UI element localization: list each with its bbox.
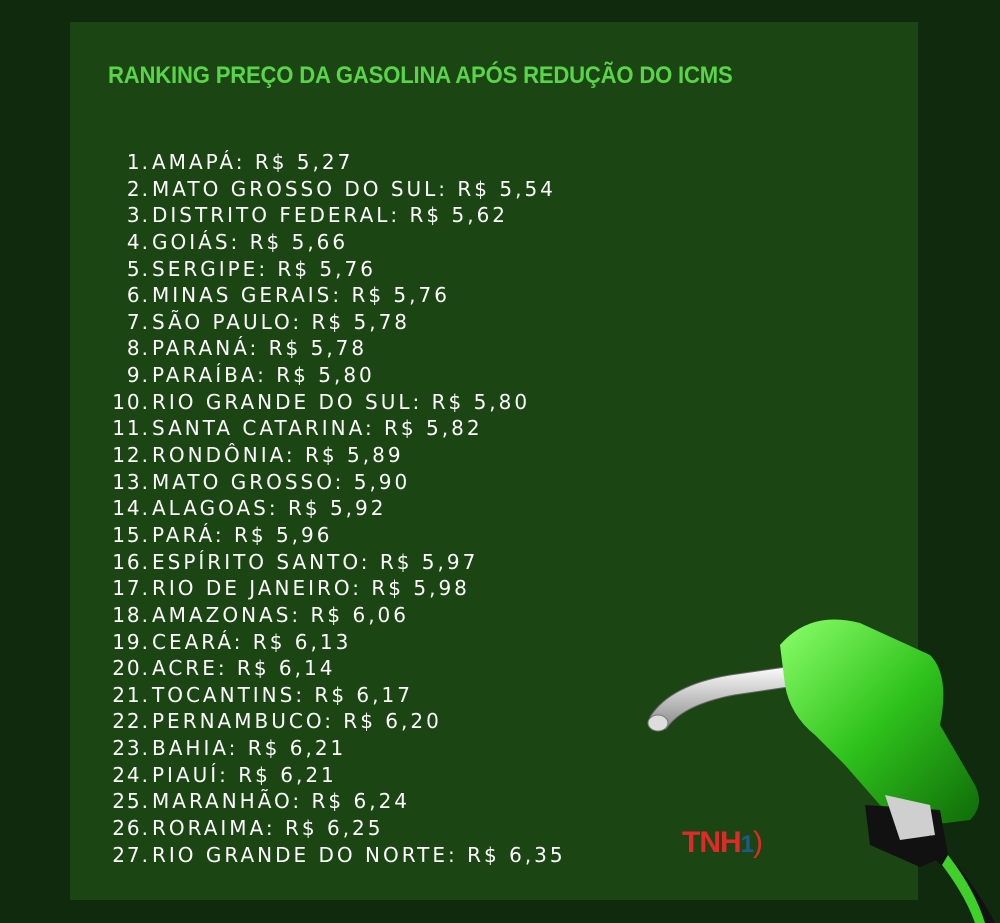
state-price: PARÁ: R$ 5,96 (152, 522, 333, 547)
ranking-item: 18. AMAZONAS: R$ 6,06 (100, 602, 566, 629)
rank-number: 6. (126, 283, 150, 308)
rank-number: 16. (112, 549, 150, 574)
state-price: CEARÁ: R$ 6,13 (152, 629, 352, 654)
ranking-item: 1. AMAPÁ: R$ 5,27 (100, 149, 566, 176)
state-price: RIO GRANDE DO SUL: R$ 5,80 (152, 389, 531, 414)
rank-number: 4. (126, 229, 150, 254)
ranking-item: 4. GOIÁS: R$ 5,66 (100, 229, 566, 256)
rank-number: 23. (112, 736, 150, 761)
rank-number: 18. (112, 602, 150, 627)
state-price: AMAZONAS: R$ 6,06 (152, 602, 410, 627)
rank-number: 10. (112, 389, 150, 414)
ranking-list: 1. AMAPÁ: R$ 5,27 2. MATO GROSSO DO SUL: R$… (100, 149, 566, 868)
rank-number: 22. (112, 709, 150, 734)
state-price: AMAPÁ: R$ 5,27 (152, 150, 354, 174)
logo-arc: ) (753, 826, 763, 859)
state-price: SANTA CATARINA: R$ 5,82 (152, 416, 483, 441)
state-price: RONDÔNIA: R$ 5,89 (152, 443, 404, 468)
logo-digit: 1 (740, 831, 754, 858)
rank-number: 8. (126, 336, 150, 361)
state-price: RIO GRANDE DO NORTE: R$ 6,35 (152, 842, 566, 867)
ranking-item: 25. MARANHÃO: R$ 6,24 (100, 788, 566, 815)
rank-number: 19. (112, 629, 150, 654)
rank-number: 20. (112, 656, 150, 681)
ranking-item: 3. DISTRITO FEDERAL: R$ 5,62 (100, 202, 566, 229)
rank-number: 7. (126, 309, 150, 334)
rank-number: 2. (126, 176, 150, 201)
ranking-item: 19. CEARÁ: R$ 6,13 (100, 629, 566, 656)
state-price: ALAGOAS: R$ 5,92 (152, 496, 387, 521)
rank-number: 5. (126, 256, 150, 281)
page-title: RANKING PREÇO DA GASOLINA APÓS REDUÇÃO D… (108, 62, 733, 89)
state-price: MATO GROSSO: 5,90 (152, 469, 411, 494)
state-price: ACRE: R$ 6,14 (152, 656, 336, 681)
ranking-item: 26. RORAIMA: R$ 6,25 (100, 815, 566, 842)
logo-letters: TNH (682, 826, 742, 859)
state-price: PIAUÍ: R$ 6,21 (152, 762, 337, 787)
rank-number: 12. (112, 443, 150, 468)
state-price: SÃO PAULO: R$ 5,78 (152, 309, 411, 334)
state-price: PARAÍBA: R$ 5,80 (152, 363, 375, 388)
rank-number: 27. (112, 842, 150, 867)
rank-number: 17. (112, 576, 150, 601)
rank-number: 13. (112, 469, 150, 494)
state-price: MATO GROSSO DO SUL: R$ 5,54 (152, 176, 556, 201)
state-price: RORAIMA: R$ 6,25 (152, 816, 384, 841)
ranking-item: 13. MATO GROSSO: 5,90 (100, 469, 566, 496)
ranking-item: 6. MINAS GERAIS: R$ 5,76 (100, 282, 566, 309)
rank-number: 25. (112, 789, 150, 814)
state-price: SERGIPE: R$ 5,76 (152, 256, 376, 281)
ranking-item: 15. PARÁ: R$ 5,96 (100, 522, 566, 549)
ranking-item: 2. MATO GROSSO DO SUL: R$ 5,54 (100, 176, 566, 203)
ranking-item: 20. ACRE: R$ 6,14 (100, 655, 566, 682)
rank-number: 1. (126, 150, 150, 174)
state-price: TOCANTINS: R$ 6,17 (152, 682, 413, 707)
ranking-item: 27. RIO GRANDE DO NORTE: R$ 6,35 (100, 842, 566, 869)
state-price: GOIÁS: R$ 5,66 (152, 229, 349, 254)
ranking-item: 9. PARAÍBA: R$ 5,80 (100, 362, 566, 389)
rank-number: 24. (112, 762, 150, 787)
ranking-item: 22. PERNAMBUCO: R$ 6,20 (100, 708, 566, 735)
rank-number: 9. (126, 363, 150, 388)
ranking-item: 16. ESPÍRITO SANTO: R$ 5,97 (100, 549, 566, 576)
state-price: PERNAMBUCO: R$ 6,20 (152, 709, 442, 734)
rank-number: 14. (112, 496, 150, 521)
ranking-item: 17. RIO DE JANEIRO: R$ 5,98 (100, 575, 566, 602)
rank-number: 11. (112, 416, 150, 441)
ranking-item: 14. ALAGOAS: R$ 5,92 (100, 495, 566, 522)
fuel-nozzle-icon (647, 619, 995, 923)
state-price: MARANHÃO: R$ 6,24 (152, 789, 411, 814)
state-price: PARANÁ: R$ 5,78 (152, 336, 368, 361)
state-price: RIO DE JANEIRO: R$ 5,98 (152, 576, 470, 601)
ranking-item: 11. SANTA CATARINA: R$ 5,82 (100, 415, 566, 442)
rank-number: 15. (112, 522, 150, 547)
ranking-item: 21. TOCANTINS: R$ 6,17 (100, 682, 566, 709)
ranking-item: 5. SERGIPE: R$ 5,76 (100, 256, 566, 283)
ranking-item: 23. BAHIA: R$ 6,21 (100, 735, 566, 762)
state-price: DISTRITO FEDERAL: R$ 5,62 (152, 203, 509, 228)
ranking-item: 24. PIAUÍ: R$ 6,21 (100, 762, 566, 789)
state-price: BAHIA: R$ 6,21 (152, 736, 347, 761)
state-price: ESPÍRITO SANTO: R$ 5,97 (152, 549, 479, 574)
state-price: MINAS GERAIS: R$ 5,76 (152, 283, 450, 308)
ranking-item: 8. PARANÁ: R$ 5,78 (100, 335, 566, 362)
rank-number: 21. (112, 682, 150, 707)
rank-number: 3. (126, 203, 150, 228)
ranking-item: 7. SÃO PAULO: R$ 5,78 (100, 309, 566, 336)
tnh1-logo: TNH1) (682, 826, 763, 860)
ranking-item: 12. RONDÔNIA: R$ 5,89 (100, 442, 566, 469)
rank-number: 26. (112, 816, 150, 841)
ranking-item: 10. RIO GRANDE DO SUL: R$ 5,80 (100, 389, 566, 416)
infographic-panel: RANKING PREÇO DA GASOLINA APÓS REDUÇÃO D… (70, 22, 918, 900)
